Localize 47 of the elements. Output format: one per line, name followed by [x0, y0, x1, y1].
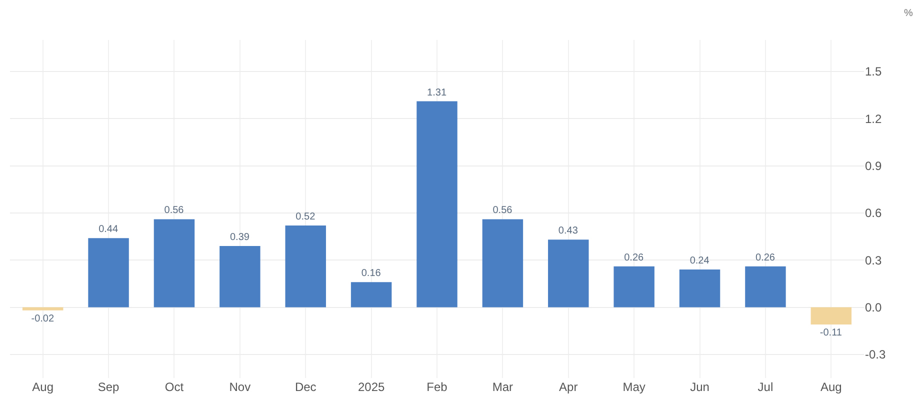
- bar: [614, 266, 654, 308]
- bar: [154, 219, 195, 308]
- data-label: -0.11: [820, 328, 842, 339]
- bar: [745, 266, 786, 308]
- x-tick-label: Mar: [492, 380, 514, 394]
- data-label: 0.56: [492, 205, 513, 216]
- x-tick-label: Aug: [32, 380, 54, 394]
- bar: [548, 240, 589, 308]
- bar: [22, 307, 64, 310]
- data-label: 0.24: [690, 256, 710, 267]
- y-tick-label: 0.9: [865, 158, 882, 173]
- bar: [810, 307, 852, 325]
- x-tick-label: Nov: [229, 380, 251, 394]
- bar: [679, 270, 720, 308]
- data-label: 0.39: [230, 232, 250, 243]
- data-label: 0.26: [756, 252, 776, 264]
- data-label: -0.02: [31, 313, 54, 324]
- x-tick-label: May: [622, 380, 646, 394]
- data-label: 0.52: [296, 212, 316, 223]
- y-tick-label: 1.5: [865, 64, 882, 79]
- x-tick-label: Jul: [758, 380, 774, 394]
- data-label: 0.44: [98, 224, 118, 236]
- data-label: 0.26: [624, 252, 644, 264]
- y-tick-label: 0.6: [865, 206, 882, 220]
- y-tick-label: -0.3: [865, 348, 886, 362]
- y-tick-label: 0.3: [865, 253, 882, 268]
- y-tick-label: 0.0: [865, 300, 882, 314]
- bar: [482, 219, 524, 308]
- data-label: 1.31: [427, 87, 447, 98]
- y-tick-label: 1.2: [865, 112, 882, 126]
- data-label: 0.16: [361, 268, 382, 280]
- bar: [88, 238, 129, 308]
- data-label: 0.43: [558, 226, 578, 237]
- bar: [350, 282, 392, 308]
- x-tick-label: Aug: [820, 380, 842, 394]
- data-label: 0.56: [164, 205, 184, 216]
- x-tick-label: Sep: [98, 380, 120, 394]
- x-tick-label: Dec: [294, 380, 316, 394]
- y-axis-title: %: [904, 8, 913, 19]
- bar: [285, 226, 326, 308]
- bar: [416, 101, 458, 308]
- bar: [220, 246, 260, 308]
- x-tick-label: Oct: [164, 380, 184, 394]
- x-tick-label: Feb: [426, 380, 448, 394]
- x-tick-label: Apr: [559, 380, 578, 394]
- x-tick-label: Jun: [690, 380, 710, 394]
- x-tick-label: 2025: [358, 380, 385, 394]
